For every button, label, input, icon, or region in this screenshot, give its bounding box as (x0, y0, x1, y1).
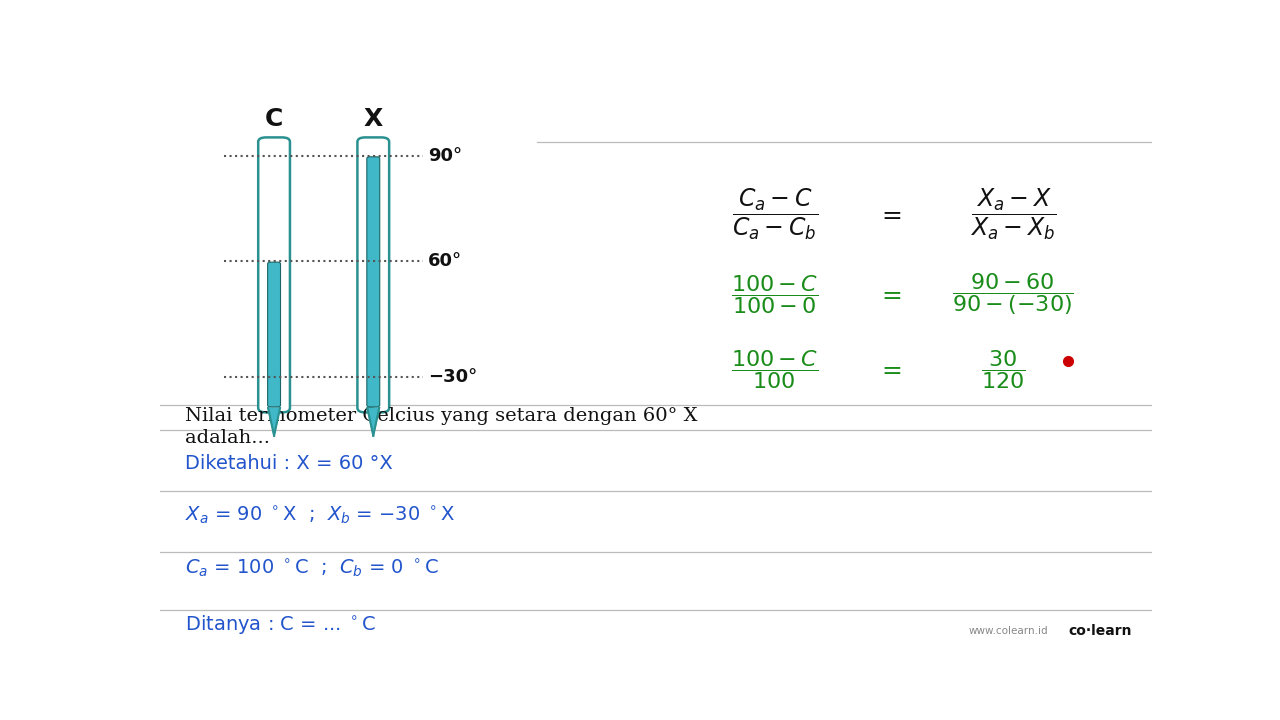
Text: Ditanya : C = ... $^\circ$C: Ditanya : C = ... $^\circ$C (184, 613, 376, 636)
FancyBboxPatch shape (357, 138, 389, 413)
Text: $\dfrac{100 - C}{100}$: $\dfrac{100 - C}{100}$ (731, 348, 819, 391)
Text: 60°: 60° (428, 252, 462, 270)
FancyBboxPatch shape (259, 138, 291, 413)
Text: $\dfrac{90 - 60}{90 - (-30)}$: $\dfrac{90 - 60}{90 - (-30)}$ (952, 271, 1074, 318)
Text: $\dfrac{100 - C}{100 - 0}$: $\dfrac{100 - C}{100 - 0}$ (731, 273, 819, 316)
Text: $\dfrac{30}{120}$: $\dfrac{30}{120}$ (980, 348, 1025, 391)
Text: $\dfrac{C_a - C}{C_a - C_b}$: $\dfrac{C_a - C}{C_a - C_b}$ (732, 186, 818, 242)
Polygon shape (367, 408, 379, 436)
Text: 90°: 90° (428, 147, 462, 165)
Polygon shape (268, 408, 280, 436)
Text: adalah...: adalah... (184, 429, 270, 447)
Text: $=$: $=$ (877, 357, 901, 381)
Text: $=$: $=$ (877, 282, 901, 306)
Text: $=$: $=$ (877, 202, 901, 226)
Text: $\dfrac{X_a - X}{X_a - X_b}$: $\dfrac{X_a - X}{X_a - X_b}$ (970, 186, 1056, 242)
Text: $X_a$ = 90 $^\circ$X  ;  $X_b$ = $-$30 $^\circ$X: $X_a$ = 90 $^\circ$X ; $X_b$ = $-$30 $^\… (184, 505, 454, 527)
Text: −30°: −30° (428, 369, 477, 387)
Text: $C_a$ = 100 $^\circ$C  ;  $C_b$ = 0 $^\circ$C: $C_a$ = 100 $^\circ$C ; $C_b$ = 0 $^\cir… (184, 557, 439, 580)
Text: Diketahui : X = 60 °X: Diketahui : X = 60 °X (184, 454, 393, 473)
FancyBboxPatch shape (268, 262, 280, 407)
Text: X: X (364, 107, 383, 131)
Text: www.colearn.id: www.colearn.id (968, 626, 1048, 636)
Text: co·learn: co·learn (1069, 624, 1132, 638)
FancyBboxPatch shape (367, 157, 380, 407)
Text: Nilai termometer Celcius yang setara dengan 60° X: Nilai termometer Celcius yang setara den… (184, 408, 698, 426)
Text: C: C (265, 107, 283, 131)
